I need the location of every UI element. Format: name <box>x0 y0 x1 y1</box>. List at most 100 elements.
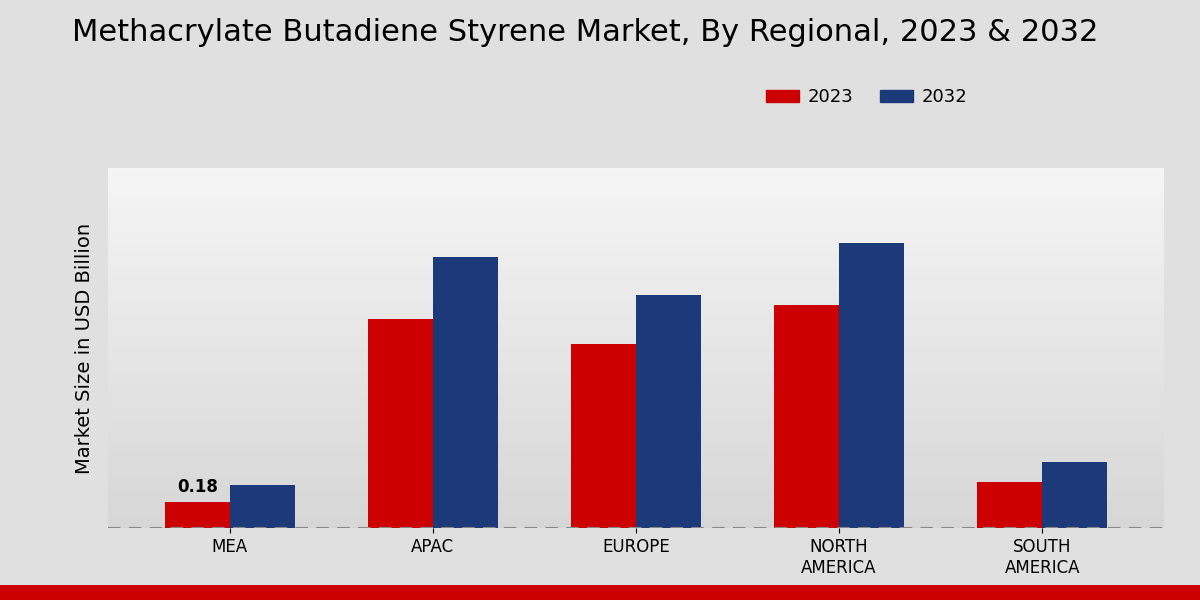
Bar <box>108 479 1164 481</box>
Bar <box>108 323 1164 325</box>
Bar <box>108 262 1164 263</box>
Text: 0.18: 0.18 <box>176 478 217 496</box>
Bar <box>108 494 1164 496</box>
Bar <box>108 179 1164 181</box>
Bar <box>108 470 1164 472</box>
Bar <box>108 334 1164 335</box>
Bar <box>977 482 1042 528</box>
Bar <box>108 460 1164 461</box>
Bar <box>108 355 1164 357</box>
Bar <box>108 469 1164 470</box>
Bar <box>108 244 1164 245</box>
Bar <box>108 515 1164 517</box>
Bar <box>108 265 1164 267</box>
Bar <box>108 370 1164 371</box>
Bar <box>108 411 1164 413</box>
Bar <box>108 483 1164 485</box>
Bar <box>108 361 1164 362</box>
Bar <box>108 415 1164 416</box>
Bar <box>108 523 1164 524</box>
Bar <box>571 344 636 528</box>
Bar <box>108 226 1164 227</box>
Bar <box>108 184 1164 186</box>
Bar <box>108 352 1164 353</box>
Bar <box>108 438 1164 440</box>
Bar <box>108 215 1164 217</box>
Bar <box>108 312 1164 314</box>
Bar <box>108 452 1164 454</box>
Bar <box>108 269 1164 271</box>
Bar <box>108 506 1164 508</box>
Bar <box>108 332 1164 334</box>
Bar <box>108 514 1164 515</box>
Bar <box>108 510 1164 512</box>
Bar <box>108 461 1164 463</box>
Bar <box>108 305 1164 307</box>
Bar <box>108 308 1164 310</box>
Legend: 2023, 2032: 2023, 2032 <box>758 81 974 113</box>
Bar <box>108 490 1164 492</box>
Bar <box>108 397 1164 398</box>
Bar <box>108 319 1164 321</box>
Bar <box>108 366 1164 368</box>
Bar <box>108 213 1164 215</box>
Bar <box>108 429 1164 431</box>
Bar <box>108 512 1164 514</box>
Bar <box>108 443 1164 445</box>
Bar <box>108 227 1164 229</box>
Bar <box>108 375 1164 377</box>
Bar <box>108 303 1164 305</box>
Bar <box>108 400 1164 402</box>
Bar <box>108 382 1164 384</box>
Bar <box>108 220 1164 222</box>
Bar <box>108 478 1164 479</box>
Bar <box>108 465 1164 467</box>
Bar <box>108 476 1164 478</box>
Bar <box>108 440 1164 442</box>
Bar <box>108 368 1164 370</box>
Bar <box>108 292 1164 294</box>
Bar <box>108 181 1164 182</box>
Bar <box>108 474 1164 476</box>
Bar <box>108 463 1164 465</box>
Bar <box>108 294 1164 296</box>
Bar <box>108 341 1164 343</box>
Bar <box>108 274 1164 276</box>
Bar <box>108 348 1164 350</box>
Bar <box>108 409 1164 411</box>
Bar <box>108 240 1164 242</box>
Bar <box>108 521 1164 523</box>
Bar <box>108 206 1164 208</box>
Bar <box>108 526 1164 528</box>
Bar <box>108 271 1164 272</box>
Bar <box>108 398 1164 400</box>
Bar <box>108 251 1164 253</box>
Bar <box>108 449 1164 451</box>
Bar <box>108 200 1164 202</box>
Bar <box>108 263 1164 265</box>
Bar <box>108 481 1164 483</box>
Bar <box>108 488 1164 490</box>
Bar <box>108 456 1164 458</box>
Bar <box>108 287 1164 289</box>
Bar <box>108 454 1164 456</box>
Bar <box>108 296 1164 298</box>
Bar <box>230 485 295 528</box>
Bar <box>108 485 1164 487</box>
Bar <box>108 247 1164 249</box>
Bar <box>108 301 1164 303</box>
Bar <box>108 238 1164 240</box>
Bar <box>108 283 1164 285</box>
Bar <box>108 242 1164 244</box>
Bar <box>108 253 1164 254</box>
Bar <box>108 404 1164 406</box>
Bar <box>108 217 1164 218</box>
Text: Methacrylate Butadiene Styrene Market, By Regional, 2023 & 2032: Methacrylate Butadiene Styrene Market, B… <box>72 18 1098 47</box>
Bar <box>108 330 1164 332</box>
Bar <box>108 496 1164 497</box>
Bar <box>108 249 1164 251</box>
Bar <box>108 177 1164 179</box>
Bar <box>108 391 1164 393</box>
Bar <box>108 172 1164 173</box>
Bar <box>108 233 1164 235</box>
